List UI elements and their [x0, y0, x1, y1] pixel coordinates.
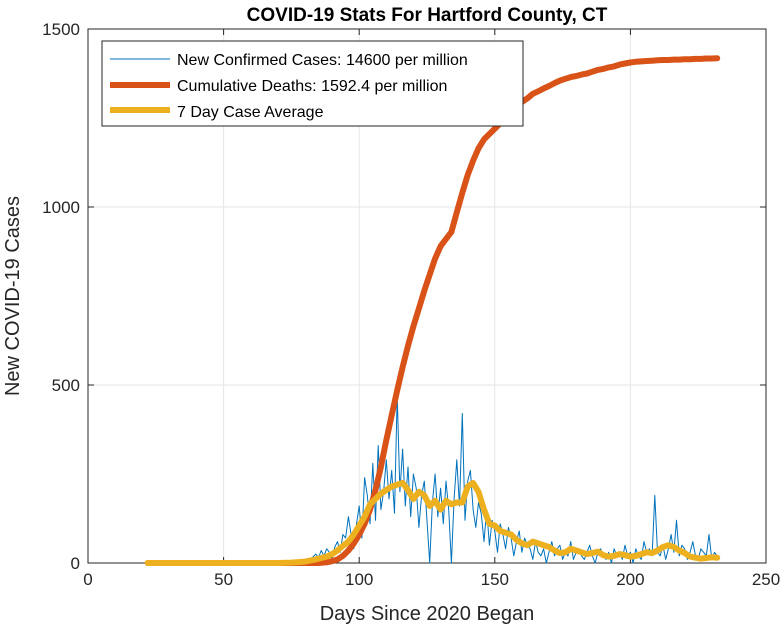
x-tick-label: 0 [83, 570, 92, 589]
x-tick-label: 100 [345, 570, 373, 589]
series-line-7day-average [144, 479, 721, 566]
legend-label-7day-average: 7 Day Case Average [177, 104, 324, 121]
x-axis-label: Days Since 2020 Began [320, 603, 535, 625]
y-tick-label: 500 [52, 376, 80, 395]
x-tick-label: 50 [214, 570, 233, 589]
legend-label-cumulative-deaths: Cumulative Deaths: 1592.4 per million [177, 78, 447, 95]
y-tick-label: 1500 [42, 20, 80, 39]
x-tick-label: 150 [481, 570, 509, 589]
axis-ticks: 0 50 100 150 200 250 0 500 1000 1500 [42, 20, 780, 589]
y-tick-label: 0 [71, 554, 80, 573]
x-tick-label: 250 [752, 570, 780, 589]
y-axis-label: New COVID-19 Cases [2, 196, 24, 396]
plot-area-frame [87, 28, 767, 564]
y-tick-label: 1000 [42, 198, 80, 217]
chart-title: COVID-19 Stats For Hartford County, CT [247, 5, 608, 26]
legend-label-new-cases: New Confirmed Cases: 14600 per million [177, 52, 468, 69]
x-tick-label: 200 [616, 570, 644, 589]
legend-box [101, 40, 524, 127]
legend: New Confirmed Cases: 14600 per million C… [101, 40, 524, 127]
